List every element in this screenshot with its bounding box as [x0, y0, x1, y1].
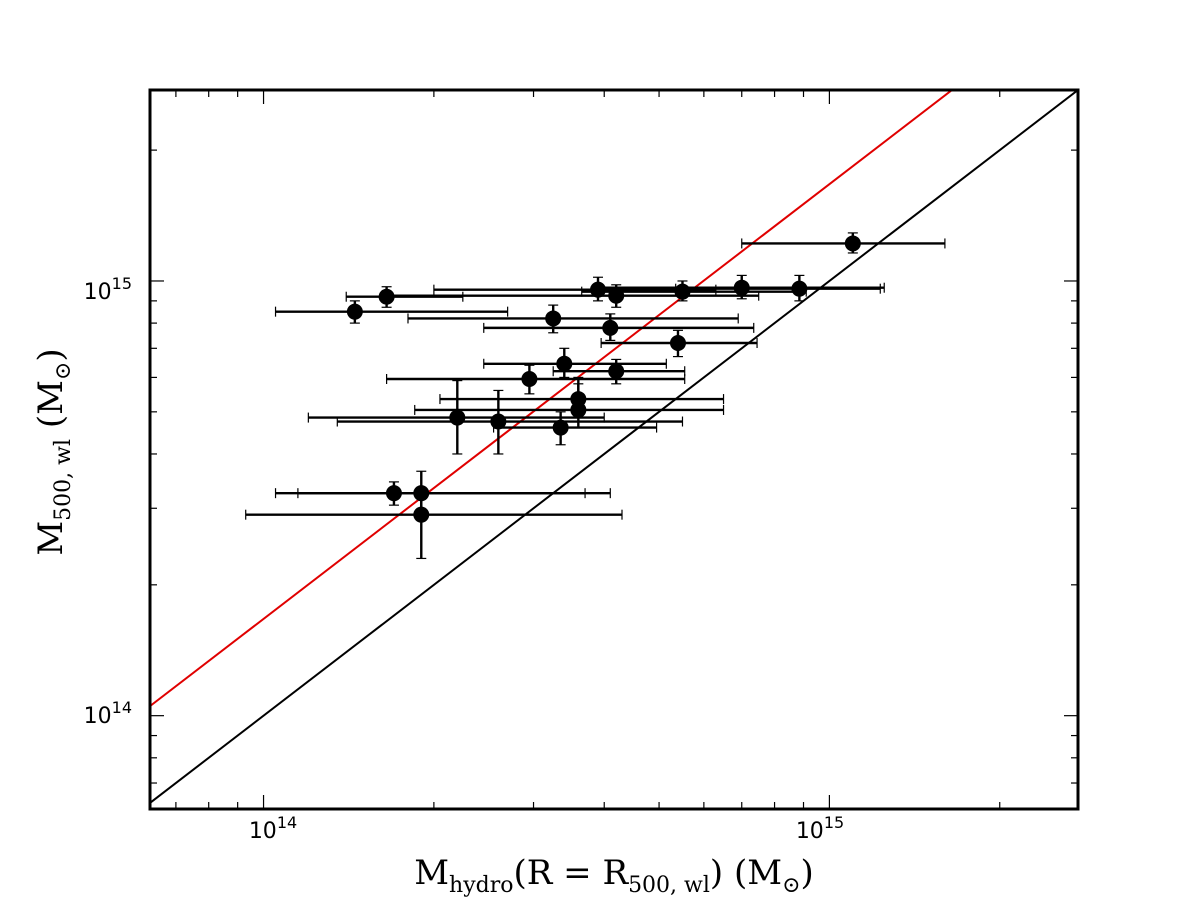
data-point — [552, 358, 686, 385]
data-point — [433, 276, 717, 302]
data-point — [274, 300, 509, 324]
data-point — [492, 411, 658, 446]
point-marker — [552, 419, 569, 436]
point-marker — [449, 409, 466, 426]
data-point — [675, 274, 881, 302]
y-tick-label-1e14: 1014 — [84, 698, 132, 729]
point-marker — [608, 363, 625, 380]
point-marker — [545, 310, 562, 327]
data-point — [483, 347, 667, 379]
point-marker — [602, 319, 619, 336]
point-marker — [608, 287, 625, 304]
data-points — [245, 232, 946, 560]
reference-lines — [150, 90, 1078, 804]
point-marker — [490, 413, 507, 430]
plot-frame — [148, 88, 1080, 811]
data-point — [386, 364, 686, 395]
point-marker — [669, 334, 686, 351]
y-tick-label-1e15: 1015 — [84, 274, 132, 305]
point-marker — [674, 283, 691, 300]
point-marker — [346, 303, 363, 320]
point-marker — [413, 506, 430, 523]
data-point — [414, 376, 725, 429]
data-point — [741, 232, 946, 254]
data-point — [483, 313, 755, 341]
x-axis-label: Mhydro(R = R500, wl) (M⊙) — [414, 853, 814, 898]
data-point — [336, 389, 684, 455]
data-point — [245, 486, 623, 560]
data-point — [274, 470, 611, 516]
point-marker — [844, 235, 861, 252]
point-marker — [570, 401, 587, 418]
data-point — [600, 329, 758, 358]
tick-labels: 1014 1015 1014 1015 — [84, 274, 845, 844]
y-axis-label: M500, wl (M⊙) — [31, 348, 76, 555]
best-fit-line — [150, 90, 954, 707]
x-tick-label-1e14: 1014 — [249, 813, 297, 844]
x-tick-label-1e15: 1015 — [796, 813, 844, 844]
one-to-one-line — [150, 90, 1078, 804]
point-marker — [556, 355, 573, 372]
point-marker — [791, 280, 808, 297]
point-marker — [590, 281, 607, 298]
point-marker — [521, 370, 538, 387]
